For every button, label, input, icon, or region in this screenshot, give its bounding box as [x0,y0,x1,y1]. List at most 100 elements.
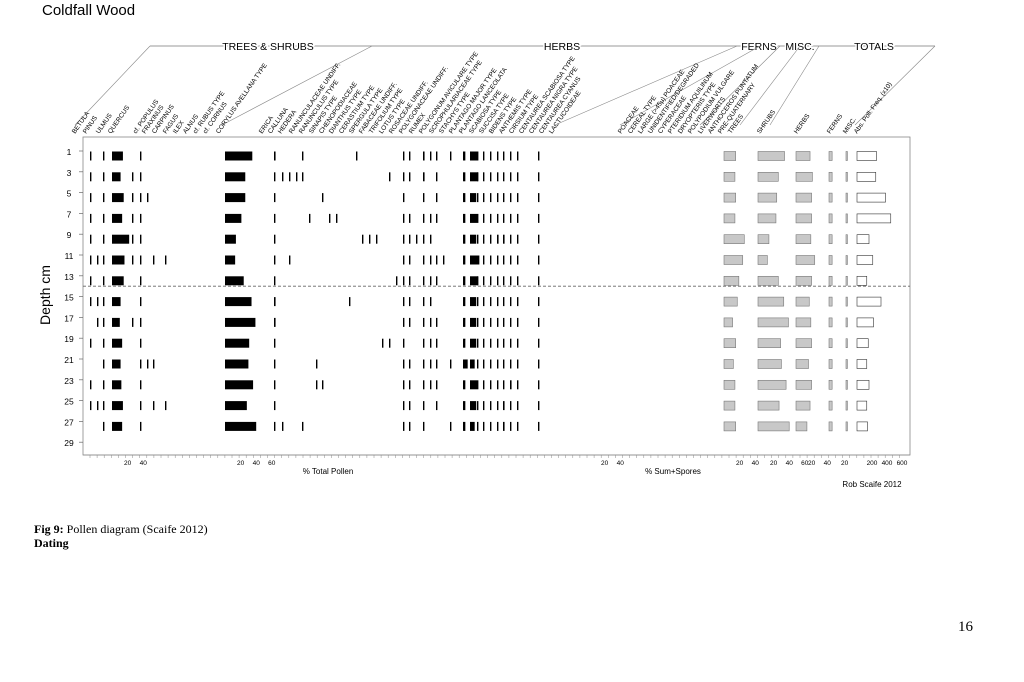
bar-centaurea-nigra-type [450,359,452,369]
bar-polypodium-vulgare [517,234,519,244]
bar-cereal-type [477,172,479,182]
bar-ranunculaceae-undiff- [289,255,291,265]
bar-ferns [828,234,833,244]
bar-cyperaceae [497,255,499,265]
bar-pteridium-aquilinum [503,297,505,307]
group-header: TOTALS [854,41,894,53]
bar-dryopteris-type [510,213,512,223]
bar-cirsium-type [436,380,438,390]
bar-ferns [828,338,833,349]
chart-title: Coldfall Wood [42,2,135,19]
bar-lactucoideae [463,234,466,244]
bar-trees [723,317,733,328]
bar-ranunculus-type [296,172,298,182]
bar-cirsium-type [436,401,438,411]
bar-bidens-type [423,213,425,223]
bar-polypodium-vulgare [517,193,519,203]
bar-corylus-avellana-type [225,213,242,223]
depth-tick-label: 5 [67,189,72,199]
bar-ferns [828,400,833,411]
bar-poaceae [470,151,478,161]
bar-trees [723,151,736,161]
bar-fraxinus [140,359,142,369]
bar-lactucoideae [463,151,466,161]
bar-trees [723,379,736,390]
bar-anthemis-type [430,276,432,286]
bar-cirsium-type [436,151,438,161]
bar-pteridium-aquilinum [503,172,505,182]
bar-spergula-type [329,213,331,223]
bar-betula [90,297,92,307]
bar-lotus-type [349,297,351,307]
bar-fraxinus [140,421,142,431]
bar-ulmus [103,380,105,390]
bar-abs-poll-freq-x10- [856,296,882,307]
bar-plantago-lanceolata [403,380,405,390]
bar-misc- [845,296,848,307]
bar-misc- [845,234,848,244]
bar-unidentified-degraded [490,276,492,286]
bar-trees [723,213,736,224]
bar-calluna [274,276,276,286]
bar-unidentified-degraded [490,234,492,244]
bar-calluna [274,151,276,161]
bar-ulmus [103,151,105,161]
section-heading: Dating [34,536,69,550]
bar-pinus [97,297,99,307]
bar-scabiosa-type [409,213,411,223]
bar-large-45-poaceae [483,276,485,286]
bar-polygonum-aviculare-type [376,234,378,244]
bar-ulmus [103,193,105,203]
bar-scabiosa-type [409,151,411,161]
bar-abs-poll-freq-x10- [856,275,868,286]
bar-trees [723,338,736,349]
bar-large-45-poaceae [483,297,485,307]
bar-fagus [153,255,155,265]
bar-carpinus [147,359,149,369]
bar-quercus [112,401,123,411]
bar-herbs [795,400,811,411]
bar-scabiosa-type [409,297,411,307]
bar-corylus-avellana-type [225,380,254,390]
bar-cf-populus [132,317,134,327]
bar-large-45-poaceae [483,213,485,223]
bar-ulmus [103,338,105,348]
bar-fraxinus [140,255,142,265]
bar-cirsium-type [436,359,438,369]
bar-plantago-lanceolata [403,193,405,203]
bar-plantago-lanceolata [403,421,405,431]
bar-pre-quaternary [538,255,540,265]
bar-fraxinus [140,193,142,203]
bar-shrubs [757,255,768,265]
bar-shrubs [757,359,782,369]
group-leader-line [619,45,761,126]
bar-calluna [274,317,276,327]
bar-pteridium-aquilinum [503,213,505,223]
bar-fraxinus [140,317,142,327]
bar-poaceae [470,213,478,223]
bar-trees [723,234,745,244]
bar-shrubs [757,400,780,411]
bar-large-45-poaceae [483,317,485,327]
bar-cereal-type [477,317,479,327]
group-leader-line [739,45,801,126]
bar-polypodium-vulgare [517,421,519,431]
bar-cyperaceae [497,317,499,327]
pollen-diagram: Coldfall Wood TREES & SHRUBS HERBS FERNS MI… [37,2,936,489]
bar-hedera [282,172,284,182]
bar-scabiosa-type [409,234,411,244]
bar-corylus-avellana-type [225,317,256,327]
bar-bidens-type [423,380,425,390]
x-tick-label: 20 [770,460,778,467]
bar-large-45-poaceae [483,338,485,348]
group-leader-line [769,45,820,126]
bar-bidens-type [423,401,425,411]
bar-misc- [845,317,848,328]
bar-herbs [795,151,811,161]
bar-centaurea-nigra-type [450,421,452,431]
bar-anthemis-type [430,317,432,327]
bar-cyperaceae [497,151,499,161]
bar-quercus [112,255,125,265]
x-tick-label: 40 [617,460,625,467]
bar-corylus-avellana-type [225,421,257,431]
